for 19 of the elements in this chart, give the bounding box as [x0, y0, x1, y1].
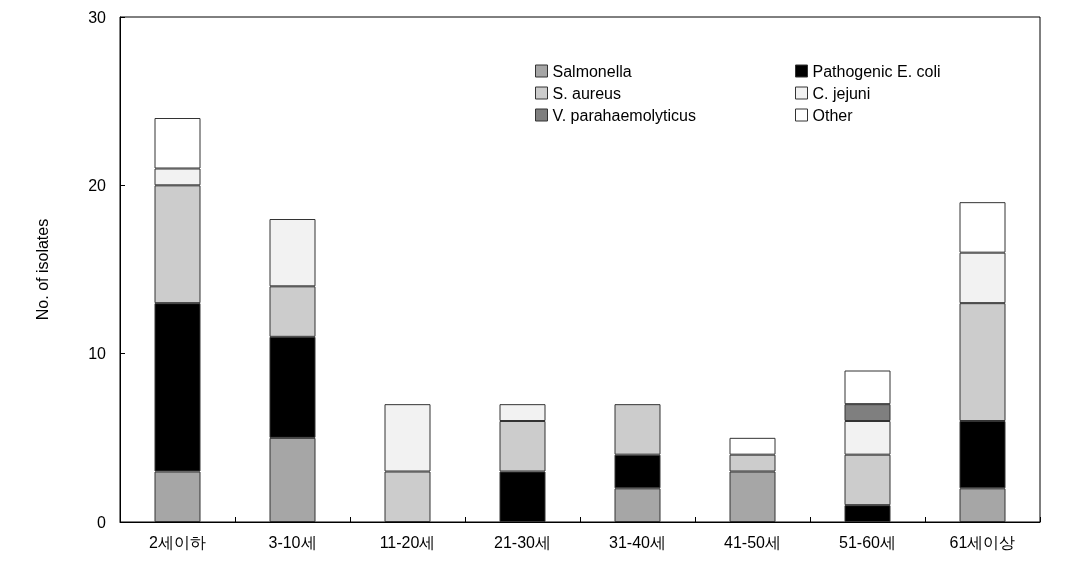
y-tick-label: 20 — [88, 176, 107, 194]
y-tick-label: 10 — [88, 345, 107, 363]
x-tick-label: 21-30세 — [494, 533, 551, 551]
x-tick-label: 2세이하 — [149, 533, 206, 551]
x-tick-label: 51-60세 — [839, 533, 896, 551]
legend-label: Salmonella — [552, 62, 632, 80]
x-tick-label: 41-50세 — [724, 533, 781, 551]
legend-label: V. parahaemolyticus — [552, 106, 696, 124]
x-tick-label: 3-10세 — [268, 533, 317, 551]
y-axis-title: No. of isolates — [33, 218, 51, 321]
x-tick-label: 61세이상 — [949, 533, 1016, 551]
x-tick-label: 31-40세 — [609, 533, 666, 551]
legend-label: S. aureus — [552, 84, 621, 102]
y-tick-label: 30 — [88, 8, 107, 26]
x-tick-label: 11-20세 — [379, 533, 436, 551]
y-tick-label: 0 — [97, 513, 107, 531]
legend-label: C. jejuni — [812, 84, 871, 102]
legend-label: Pathogenic E. coli — [812, 62, 941, 80]
legend-label: Other — [812, 106, 854, 124]
